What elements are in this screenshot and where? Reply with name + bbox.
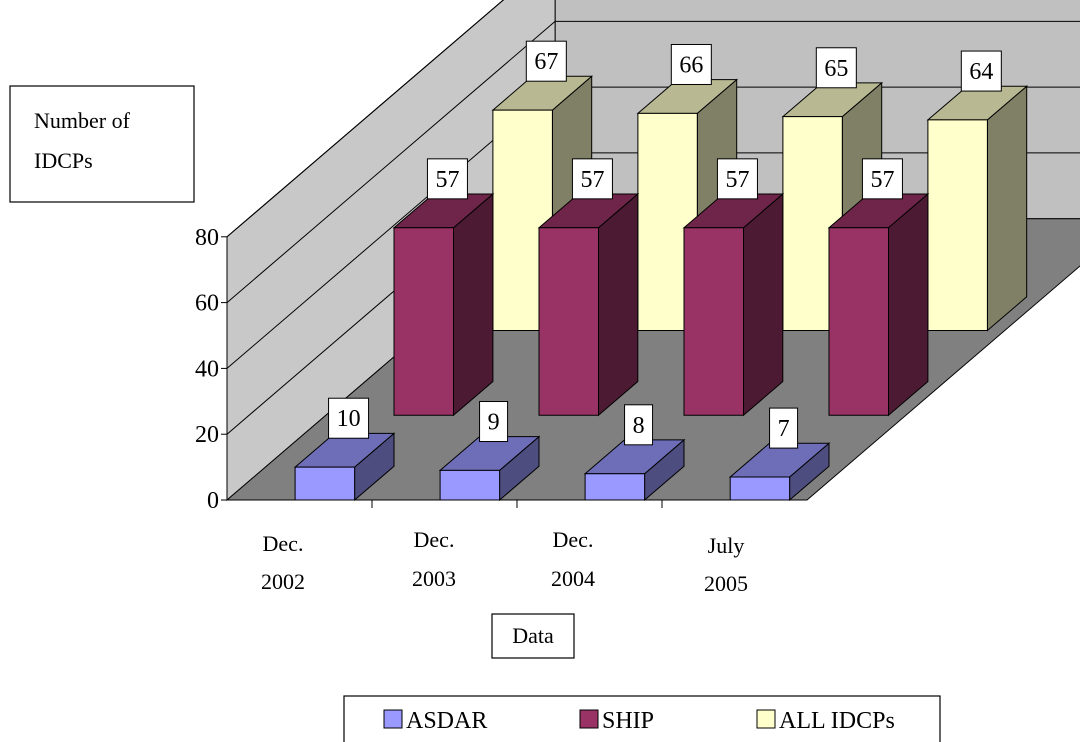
- bar-front: [782, 116, 843, 331]
- data-label: 57: [870, 167, 894, 193]
- data-label-box: [571, 158, 613, 200]
- data-label-box: [624, 404, 654, 446]
- x-axis-title-box: Data: [491, 613, 575, 659]
- x-category-label-line-2: 2005: [704, 571, 748, 596]
- y-tick-label: 60: [195, 291, 219, 317]
- data-label-box: [716, 158, 758, 200]
- data-label: 57: [435, 167, 459, 193]
- bar-asdar-3: 7: [728, 407, 831, 502]
- data-label-box: [525, 40, 567, 82]
- x-axis-title: Data: [512, 623, 554, 648]
- x-category-label-line-2: 2002: [261, 569, 305, 594]
- data-label: 57: [725, 167, 749, 193]
- bar-asdar-0: 10: [293, 397, 396, 502]
- bar-front: [492, 109, 553, 331]
- bars: 67 66 65 64 57 57 57 57 10 9 8 7: [293, 40, 1029, 502]
- x-category-label-line-2: 2004: [551, 566, 595, 591]
- x-axis: Dec. 2002 Dec. 2003 Dec. 2004 July 2005: [261, 500, 748, 596]
- bar-asdar-1: 9: [438, 401, 541, 502]
- legend-label: ALL IDCPs: [779, 708, 895, 734]
- bar-side: [743, 192, 784, 417]
- y-axis: 0 20 40 60 80: [195, 225, 227, 514]
- y-axis-title-line-1: Number of: [34, 108, 131, 133]
- legend-swatch: [756, 709, 776, 729]
- bar-side: [986, 85, 1028, 332]
- y-axis-title-box: Number of IDCPs: [9, 85, 195, 203]
- x-category-label-line-2: 2003: [412, 566, 456, 591]
- bar-ship-1: 57: [537, 158, 640, 417]
- bar-front: [927, 119, 988, 331]
- bar-front: [729, 476, 791, 501]
- legend-label: ASDAR: [406, 708, 487, 734]
- bar-asdar-2: 8: [583, 404, 686, 502]
- bar-side: [453, 192, 494, 417]
- y-tick-label: 0: [207, 488, 219, 514]
- bar-side: [888, 192, 929, 417]
- data-label: 67: [534, 49, 558, 75]
- bar-front: [439, 469, 501, 501]
- data-label-box: [769, 407, 799, 449]
- bar-front: [393, 227, 454, 416]
- bar-side: [598, 192, 639, 417]
- gridline: [226, 20, 1080, 303]
- legend-swatch: [383, 709, 403, 729]
- data-label: 10: [337, 406, 361, 432]
- bar-front: [637, 112, 698, 331]
- bar-front: [683, 227, 744, 416]
- data-label-box: [670, 43, 712, 85]
- data-label: 65: [824, 56, 848, 82]
- data-label-box: [815, 47, 857, 89]
- y-tick-label: 20: [195, 422, 219, 448]
- legend-label: SHIP: [602, 708, 654, 734]
- x-category-label-line-1: Dec.: [263, 531, 304, 556]
- x-category-label-line-1: Dec.: [553, 527, 594, 552]
- data-label-box: [479, 401, 509, 443]
- data-label-box: [328, 397, 370, 439]
- y-axis-title-line-2: IDCPs: [34, 148, 93, 173]
- y-tick-label: 40: [195, 356, 219, 382]
- data-label: 57: [580, 167, 604, 193]
- bar-front: [584, 473, 646, 501]
- gridline: [226, 0, 505, 238]
- bar-ship-2: 57: [682, 158, 785, 417]
- x-category-label-line-1: July: [708, 533, 745, 558]
- bar-ship-3: 57: [827, 158, 930, 417]
- data-label: 9: [488, 410, 500, 436]
- data-label-box: [861, 158, 903, 200]
- legend-box: [343, 695, 941, 742]
- data-label-box: [960, 50, 1002, 92]
- x-category-label-line-1: Dec.: [414, 527, 455, 552]
- data-label: 8: [633, 413, 645, 439]
- y-tick-label: 80: [195, 225, 219, 251]
- bar-front: [538, 227, 599, 416]
- legend-swatch: [579, 709, 599, 729]
- data-label: 66: [679, 52, 703, 78]
- data-label: 64: [969, 59, 993, 85]
- bar-front: [828, 227, 889, 416]
- data-label-box: [426, 158, 468, 200]
- data-label: 7: [778, 416, 790, 442]
- bar-ship-0: 57: [392, 158, 495, 417]
- legend: ASDAR SHIP ALL IDCPs: [343, 695, 941, 742]
- bar-front: [294, 466, 356, 501]
- bar-all-idcps-3: 64: [926, 50, 1029, 332]
